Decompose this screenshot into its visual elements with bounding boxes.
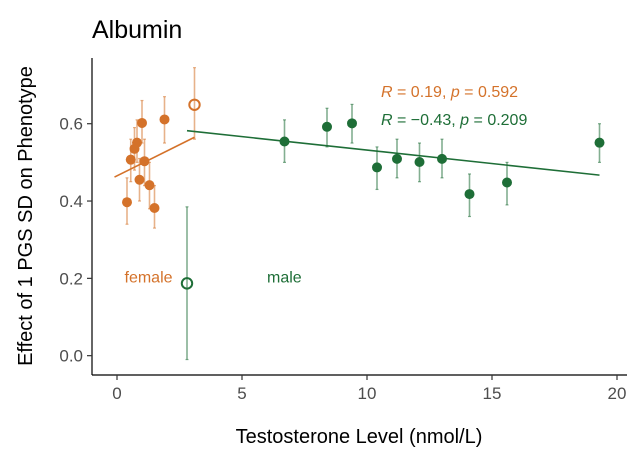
data-point [122,197,132,208]
x-axis-title: Testosterone Level (nmol/L) [236,426,483,448]
y-axis-ticks: 0.0 0.2 0.4 0.6 [59,115,92,366]
x-axis-ticks: 0 5 10 15 20 [112,375,626,403]
data-point [414,156,425,167]
regression-line-female [114,136,195,178]
data-point [502,177,512,188]
data-point [392,153,402,164]
data-point [149,202,160,213]
data-point [144,180,155,191]
data-point [132,137,142,148]
data-point-open [180,277,194,290]
x-tick-label: 15 [483,384,502,403]
chart-title: Albumin [92,16,182,44]
data-point [125,154,136,165]
data-point [372,162,382,173]
stat-text-male: R = −0.43, p = 0.209 [381,112,527,129]
data-point [322,121,332,132]
x-tick-label: 5 [237,384,246,403]
y-tick-label: 0.0 [59,347,83,366]
y-axis-title: Effect of 1 PGS SD on Phenotype [15,66,37,366]
plot-area [114,67,605,361]
regression-line-male [186,129,600,176]
data-point [139,156,150,167]
data-point [134,174,145,185]
annotations: female R = 0.19, p = 0.592 male R = −0.43, … [125,84,528,286]
series-female [114,67,201,229]
data-point-open [188,98,201,111]
series-male [180,103,605,361]
x-tick-label: 20 [608,384,627,403]
y-tick-label: 0.2 [59,269,83,288]
x-tick-label: 10 [358,384,377,403]
data-point [347,118,357,129]
data-point [159,114,170,125]
data-point [464,189,475,200]
stat-text-female: R = 0.19, p = 0.592 [381,84,518,101]
data-point [137,117,147,128]
series-label-female: female [125,269,173,286]
y-tick-label: 0.4 [59,192,83,211]
data-point [594,137,605,148]
series-label-male: male [267,269,302,286]
data-point [437,153,447,164]
y-tick-label: 0.6 [59,115,83,134]
data-point [279,136,290,147]
x-tick-label: 0 [112,384,121,403]
